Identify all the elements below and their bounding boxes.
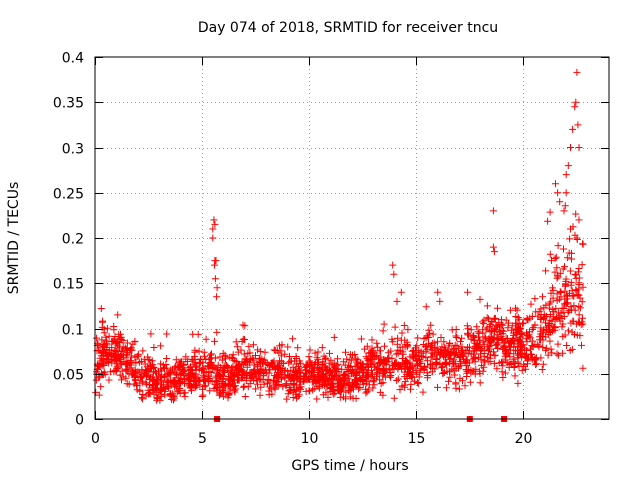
y-axis-label: SRMTID / TECUs	[6, 182, 22, 295]
grid	[95, 57, 609, 419]
x-tick-label: 10	[301, 431, 319, 447]
x-tick-label: 0	[91, 431, 100, 447]
y-tick-label: 0.2	[62, 232, 84, 248]
y-tick-label: 0.35	[53, 96, 84, 112]
y-tick-label: 0.15	[53, 277, 84, 293]
data-points	[92, 68, 587, 404]
chart-title: Day 074 of 2018, SRMTID for receiver tnc…	[198, 20, 498, 36]
axis-tick-labels: 0 0.05 0.1 0.15 0.2 0.25 0.3 0.35 0.4 0 5 10 15 20	[53, 51, 533, 448]
y-tick-label: 0.1	[62, 323, 84, 339]
axis-ticks	[95, 57, 609, 420]
scatter-points	[92, 68, 587, 404]
y-tick-label: 0.05	[53, 368, 84, 384]
x-axis-label: GPS time / hours	[291, 458, 408, 474]
x-tick-label: 20	[515, 431, 533, 447]
x-tick-label: 15	[408, 431, 426, 447]
y-tick-label: 0.3	[62, 142, 84, 158]
y-tick-label: 0.4	[62, 51, 84, 67]
x-tick-label: 5	[198, 431, 207, 447]
y-tick-label: 0.25	[53, 187, 84, 203]
y-tick-label: 0	[75, 413, 84, 429]
